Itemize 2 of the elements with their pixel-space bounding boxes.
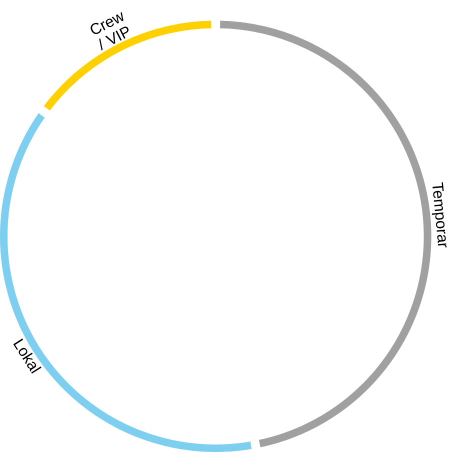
slice-label: Crew / VIP bbox=[90, 12, 129, 50]
slice-label: Temporar bbox=[432, 182, 447, 248]
